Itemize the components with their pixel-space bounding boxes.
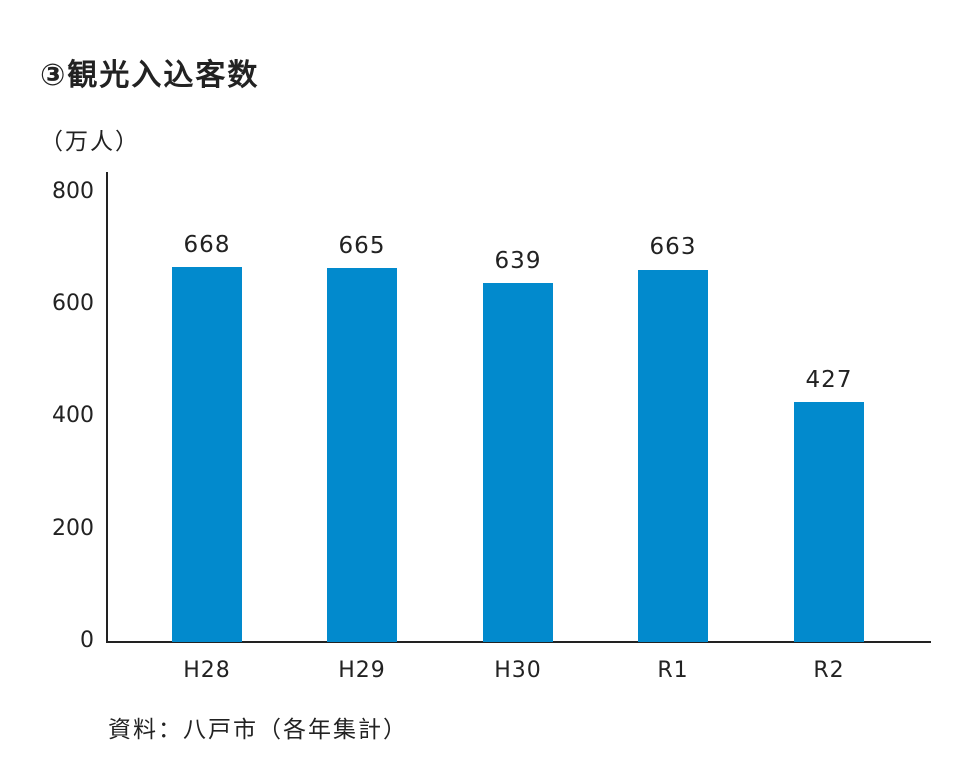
bar-value-label: 427	[805, 367, 853, 393]
y-tick-label: 200	[52, 516, 94, 541]
bar-value-label: 665	[338, 233, 386, 259]
x-category-label: R2	[813, 658, 845, 683]
y-tick-label: 600	[52, 291, 94, 316]
y-axis-line	[106, 172, 108, 643]
bar-h28	[172, 267, 242, 642]
bar-value-label: 663	[649, 234, 697, 260]
y-axis-unit-label: （万人）	[40, 129, 140, 155]
bar-h30	[483, 283, 553, 642]
x-category-label: R1	[657, 658, 689, 683]
y-tick-label: 400	[52, 403, 94, 428]
x-category-label: H29	[338, 658, 386, 683]
y-tick-label: 800	[52, 179, 94, 204]
x-category-label: H28	[183, 658, 231, 683]
bar-value-label: 668	[183, 232, 231, 258]
x-axis-line	[106, 641, 931, 643]
chart-title: ③観光入込客数	[40, 58, 260, 93]
bar-r1	[638, 270, 708, 642]
y-tick-label: 0	[80, 628, 94, 653]
bar-r2	[794, 402, 864, 642]
bar-h29	[327, 268, 397, 642]
x-category-label: H30	[494, 658, 542, 683]
bar-value-label: 639	[494, 248, 542, 274]
source-note: 資料：八戸市（各年集計）	[108, 717, 408, 743]
